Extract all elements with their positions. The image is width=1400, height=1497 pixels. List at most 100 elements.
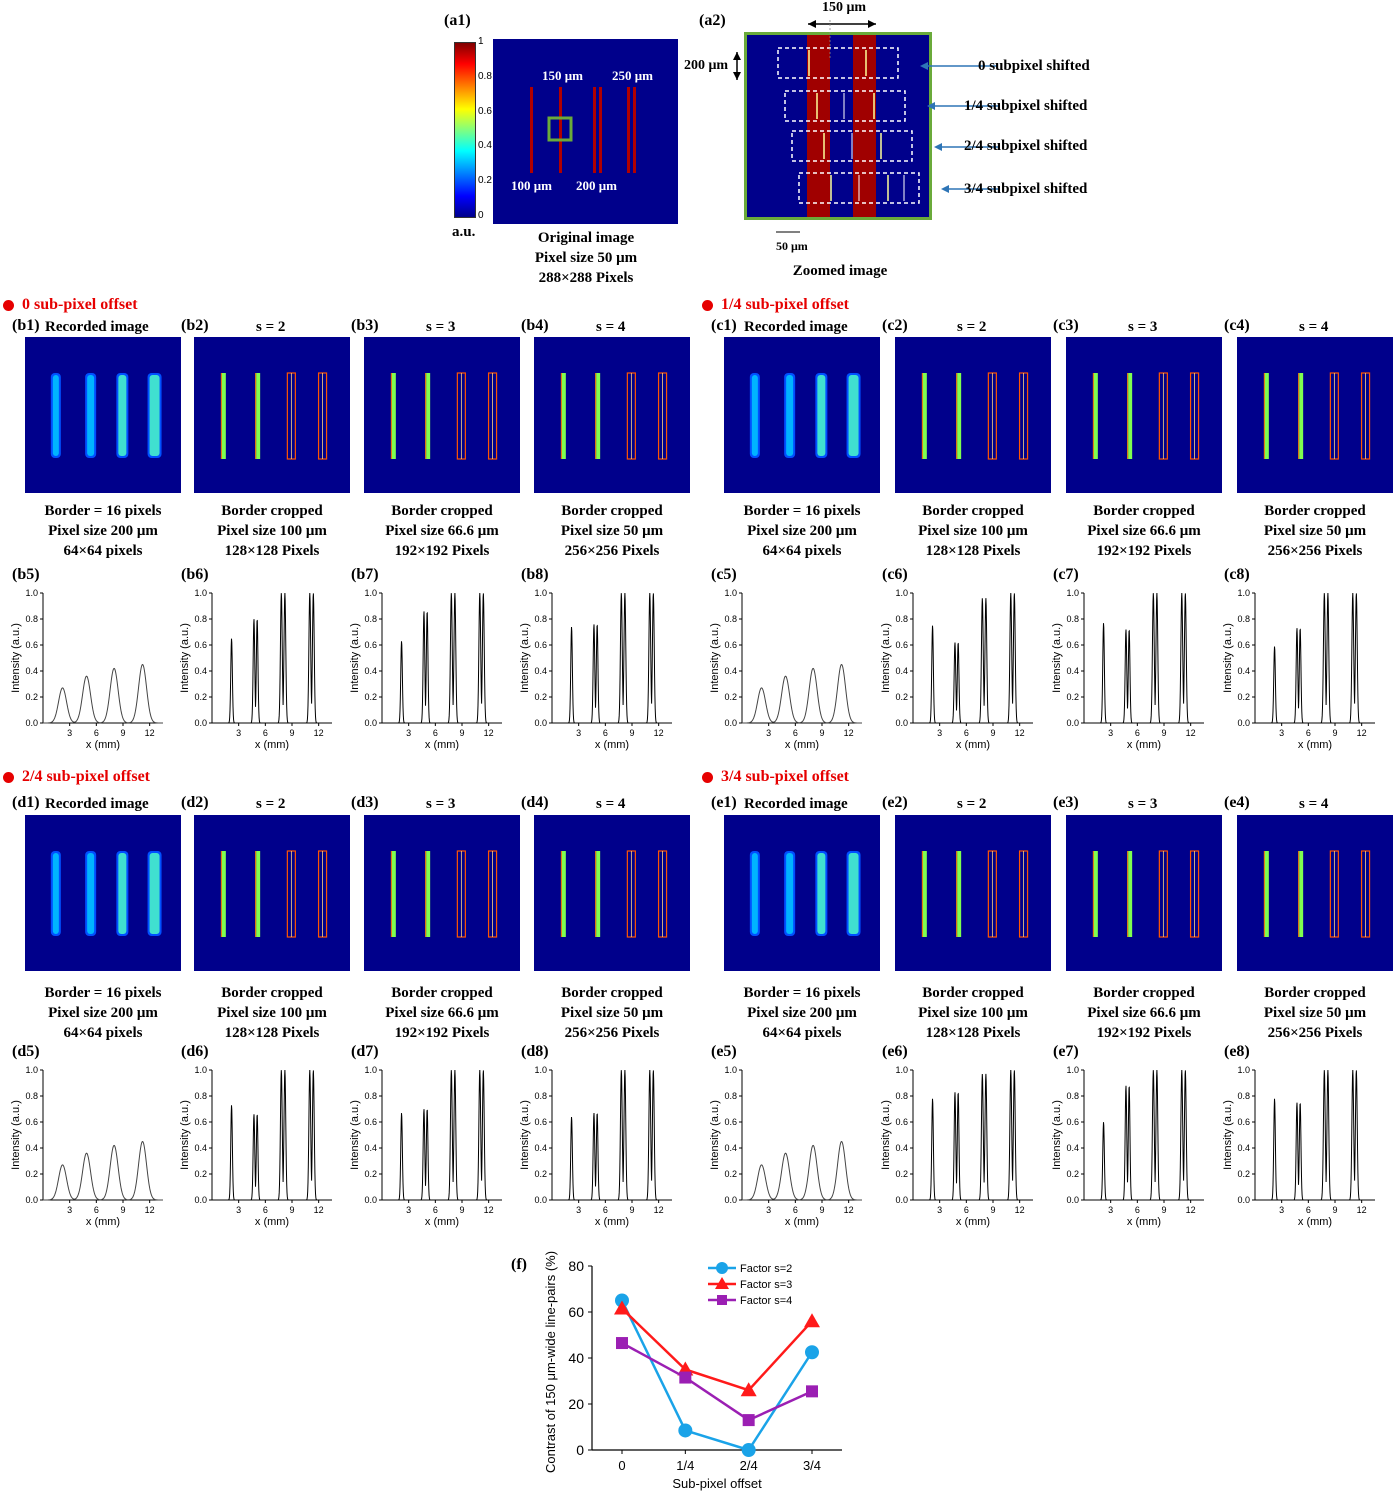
image-bars [1263, 372, 1371, 460]
y-axis-label: Intensity (a.u.) [179, 1100, 191, 1170]
colorbar-tick-label: 0.2 [478, 175, 492, 187]
panel-label: (c5) [711, 566, 737, 583]
bar [256, 373, 261, 459]
caption-line: 192×192 Pixels [1096, 543, 1192, 559]
bar [52, 375, 59, 456]
bar [1299, 373, 1304, 459]
panel-label: (e2) [882, 794, 908, 811]
bar [848, 375, 859, 456]
intensity-plot-wrap: 0.0 0.2 0.4 0.6 0.8 1.0 3 6 9 12 x (mm) Intensity (… [348, 585, 508, 760]
zoomed-image [741, 29, 935, 223]
image-caption: Border cropped Pixel size 50 μm 256×256 Pi… [522, 501, 702, 561]
y-tick-label: 0.4 [895, 666, 908, 676]
annotation-100um: 100 μm [511, 178, 552, 193]
image-bars [1263, 850, 1371, 938]
y-tick-label: 0.0 [364, 1195, 377, 1205]
x-tick-label: 3 [406, 1205, 411, 1215]
y-tick-label: 0.0 [724, 1195, 737, 1205]
bar [922, 851, 927, 937]
x-tick-label: 12 [484, 728, 494, 738]
y-tick-label: 0.0 [534, 1195, 547, 1205]
intensity-plot-wrap: 0.0 0.2 0.4 0.6 0.8 1.0 3 6 9 12 x (mm) Intensity (… [178, 585, 338, 760]
section-heading-text: 0 sub-pixel offset [22, 296, 138, 313]
bar [149, 375, 160, 456]
bar [817, 375, 826, 456]
bar-edge [1127, 851, 1129, 937]
x-tick-label: 12 [1186, 1205, 1196, 1215]
intensity-plot-wrap: 0.0 0.2 0.4 0.6 0.8 1.0 3 6 9 12 x (mm) Intensity (… [1221, 1062, 1381, 1237]
image-panel [1237, 815, 1393, 971]
caption-line: Border = 16 pixels [44, 985, 162, 1001]
x-tick-label: 6 [433, 1205, 438, 1215]
y-tick-label: 0.8 [1237, 1091, 1250, 1101]
x-axis-label: x (mm) [255, 1216, 289, 1228]
caption-line: 256×256 Pixels [564, 543, 660, 559]
panel-label: (d5) [12, 1043, 40, 1060]
bar [118, 375, 127, 456]
x-axis-label: x (mm) [956, 739, 990, 751]
intensity-plot-wrap: 0.0 0.2 0.4 0.6 0.8 1.0 3 6 9 12 x (mm) Intensity (… [879, 1062, 1039, 1237]
panel-label: (b3) [351, 317, 379, 334]
image-panel [25, 337, 181, 493]
caption-line: Border cropped [922, 985, 1024, 1001]
panel-label: (e4) [1224, 794, 1250, 811]
caption-line: Border cropped [391, 985, 493, 1001]
y-tick-label: 0.0 [895, 718, 908, 728]
y-tick-label: 0.4 [194, 1143, 207, 1153]
y-tick-label: 1.0 [534, 1065, 547, 1075]
x-axis-label: x (mm) [785, 1216, 819, 1228]
annotation-150um: 150 μm [542, 68, 583, 83]
caption-line: Border cropped [391, 503, 493, 519]
x-axis-label: x (mm) [425, 739, 459, 751]
x-tick-label: 3 [576, 1205, 581, 1215]
panel-label: (b2) [181, 317, 209, 334]
bar-edge [1092, 851, 1094, 937]
y-tick-label: 0.2 [364, 692, 377, 702]
legend-label: Factor s=4 [740, 1295, 792, 1307]
series-line [621, 1307, 813, 1392]
caption-line: 256×256 Pixels [564, 1025, 660, 1041]
y-tick-label: 0.4 [534, 666, 547, 676]
panel-title: s = 4 [596, 319, 626, 335]
intensity-plot: 0.0 0.2 0.4 0.6 0.8 1.0 3 6 9 12 x (mm) Intensity (… [519, 588, 672, 751]
panel-label: (d8) [521, 1043, 549, 1060]
image-bars [560, 850, 668, 938]
image-bars [1092, 850, 1200, 938]
x-tick-label: 9 [1332, 728, 1337, 738]
y-tick-label: 0.2 [1066, 1169, 1079, 1179]
caption-line: Pixel size 100 μm [217, 523, 327, 539]
intensity-profile-line [1255, 592, 1375, 724]
image-panel [895, 815, 1051, 971]
image-caption: Border = 16 pixels Pixel size 200 μm 64×64… [712, 501, 892, 561]
panel-label: (e3) [1053, 794, 1079, 811]
image-caption: Border cropped Pixel size 50 μm 256×256 Pi… [522, 983, 702, 1043]
intensity-plot: 0.0 0.2 0.4 0.6 0.8 1.0 3 6 9 12 x (mm) Intensity (… [179, 1065, 332, 1228]
x-tick-label: 12 [484, 1205, 494, 1215]
y-tick-label: 0.6 [194, 640, 207, 650]
y-tick-label: 1.0 [194, 588, 207, 598]
original-image [493, 39, 678, 224]
section-heading: 1/4 sub-pixel offset [702, 296, 849, 314]
x-tick-label: 12 [145, 728, 155, 738]
series-line [620, 1299, 814, 1452]
caption-line: 128×128 Pixels [224, 543, 320, 559]
image-panel [194, 815, 350, 971]
caption-line: Border = 16 pixels [743, 985, 861, 1001]
legend-marker [716, 1262, 728, 1274]
panel-label: (d3) [351, 794, 379, 811]
legend-marker [717, 1295, 727, 1305]
y-tick-label: 0.0 [1237, 1195, 1250, 1205]
caption-line: Border cropped [922, 503, 1024, 519]
x-tick-label: 9 [289, 1205, 294, 1215]
bar-edge [390, 373, 392, 459]
image-caption: Border cropped Pixel size 100 μm 128×128 P… [182, 501, 362, 561]
bar-edge [921, 851, 923, 937]
caption-line: Pixel size 100 μm [217, 1005, 327, 1021]
panel-label: (c8) [1224, 566, 1250, 583]
caption-line: 192×192 Pixels [394, 543, 490, 559]
image-caption: Border cropped Pixel size 66.6 μm 192×192 … [1054, 983, 1234, 1043]
y-tick-label: 1.0 [895, 588, 908, 598]
panel-label: (b6) [181, 566, 209, 583]
panel-label: (c1) [711, 317, 737, 334]
x-axis-label: x (mm) [1127, 739, 1161, 751]
